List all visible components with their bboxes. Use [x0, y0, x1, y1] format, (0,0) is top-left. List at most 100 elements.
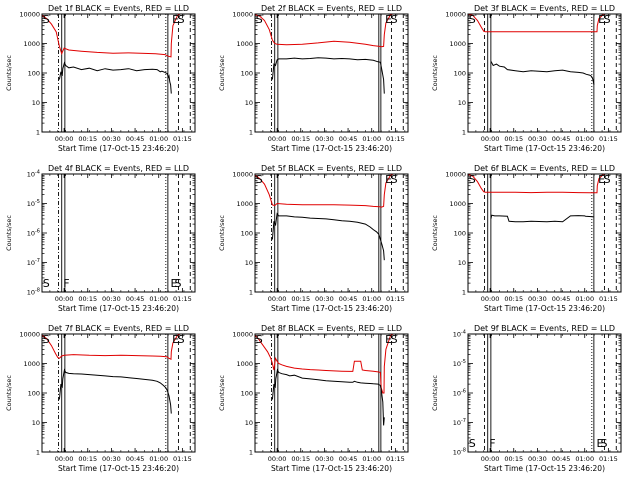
- y-tick-label: 10000: [232, 11, 253, 19]
- y-tick-label: 1000: [236, 360, 253, 368]
- plot-frame: [254, 173, 409, 293]
- x-tick-label: 00:45: [552, 295, 571, 303]
- x-axis-label: Start Time (17-Oct-15 23:46:20): [58, 464, 179, 473]
- event-marker-label: S: [43, 333, 50, 346]
- chart-title: Det 1f BLACK = Events, RED = LLD: [48, 4, 189, 13]
- x-tick-label: 00:00: [268, 295, 287, 303]
- x-tick-label: 01:15: [386, 295, 405, 303]
- x-tick-label: 01:00: [149, 295, 168, 303]
- y-tick-label: 10: [458, 99, 466, 107]
- y-tick-label: 10: [32, 99, 40, 107]
- y-axis-label: Counts/sec: [5, 375, 13, 411]
- event-marker-label: S: [43, 277, 50, 290]
- x-tick-label: 00:30: [528, 455, 547, 463]
- event-marker-label: S: [469, 13, 476, 26]
- chart-panel-9: Det 9f BLACK = Events, RED = LLD Counts/s…: [431, 324, 622, 473]
- x-axis-label: Start Time (17-Oct-15 23:46:20): [484, 144, 605, 153]
- x-tick-label: 01:00: [575, 455, 594, 463]
- x-tick-label: 00:00: [55, 455, 74, 463]
- series-line-lld: [468, 14, 607, 33]
- y-tick-label: 100: [241, 390, 253, 398]
- chart-panel-1: Det 1f BLACK = Events, RED = LLD Counts/s…: [5, 4, 196, 153]
- x-tick-label: 00:00: [481, 295, 500, 303]
- y-axis-label: Counts/sec: [5, 215, 13, 251]
- x-axis-label: Start Time (17-Oct-15 23:46:20): [484, 304, 605, 313]
- y-tick-label: 1000: [236, 40, 253, 48]
- event-marker-label: E: [598, 13, 605, 26]
- x-tick-label: 00:45: [126, 295, 145, 303]
- y-tick-label: 1000: [23, 40, 40, 48]
- event-marker-label: E: [597, 437, 604, 450]
- y-tick-label: 10000: [232, 331, 253, 339]
- x-axis-label: Start Time (17-Oct-15 23:46:20): [271, 304, 392, 313]
- chart-panel-6: Det 6f BLACK = Events, RED = LLD Counts/s…: [431, 164, 622, 313]
- y-axis-label: Counts/sec: [431, 215, 439, 251]
- y-tick-label: 100: [241, 230, 253, 238]
- series-line-events: [58, 61, 172, 94]
- series-line-events: [271, 368, 385, 426]
- x-tick-label: 00:30: [528, 295, 547, 303]
- event-marker-label: S: [256, 173, 263, 186]
- x-tick-label: 01:15: [173, 455, 192, 463]
- x-tick-label: 00:30: [315, 455, 334, 463]
- event-marker-label: S: [174, 277, 181, 290]
- y-axis-label: Counts/sec: [218, 215, 226, 251]
- y-tick-label: 10000: [445, 11, 466, 19]
- plot-frame: [467, 333, 622, 453]
- y-axis-label: Counts/sec: [5, 55, 13, 91]
- chart-panel-3: Det 3f BLACK = Events, RED = LLD Counts/s…: [431, 4, 622, 153]
- plot-frame: [254, 13, 409, 133]
- event-marker-label: S: [469, 173, 476, 186]
- x-tick-label: 01:15: [599, 295, 618, 303]
- chart-title: Det 2f BLACK = Events, RED = LLD: [261, 4, 402, 13]
- x-tick-label: 01:00: [149, 135, 168, 143]
- y-tick-label: 10-6: [27, 229, 40, 238]
- x-tick-label: 01:00: [575, 295, 594, 303]
- y-axis-label: Counts/sec: [218, 375, 226, 411]
- x-tick-label: 01:15: [599, 135, 618, 143]
- x-tick-label: 00:00: [55, 135, 74, 143]
- y-tick-label: 10-6: [453, 389, 466, 398]
- x-tick-label: 00:30: [528, 135, 547, 143]
- chart-panel-5: Det 5f BLACK = Events, RED = LLD Counts/s…: [218, 164, 409, 313]
- event-marker-label: E: [385, 13, 392, 26]
- y-tick-label: 100: [28, 390, 40, 398]
- y-tick-label: 10: [32, 419, 40, 427]
- x-tick-label: 00:45: [339, 295, 358, 303]
- y-tick-label: 10-8: [27, 288, 40, 297]
- event-marker-label: F: [63, 277, 69, 290]
- x-tick-label: 00:30: [315, 295, 334, 303]
- y-tick-label: 100: [454, 70, 466, 78]
- chart-panel-8: Det 8f BLACK = Events, RED = LLD Counts/s…: [218, 324, 409, 473]
- series-line-lld: [468, 174, 607, 194]
- event-marker-label: S: [178, 333, 185, 346]
- event-marker-label: S: [604, 13, 611, 26]
- x-axis-label: Start Time (17-Oct-15 23:46:20): [58, 304, 179, 313]
- plot-frame: [41, 333, 196, 453]
- x-tick-label: 00:15: [78, 455, 97, 463]
- y-tick-label: 10000: [445, 171, 466, 179]
- x-axis-label: Start Time (17-Oct-15 23:46:20): [271, 464, 392, 473]
- x-tick-label: 00:30: [102, 455, 121, 463]
- y-axis-label: Counts/sec: [431, 55, 439, 91]
- event-marker-label: S: [391, 333, 398, 346]
- event-marker-label: S: [469, 437, 476, 450]
- x-axis-label: Start Time (17-Oct-15 23:46:20): [58, 144, 179, 153]
- y-tick-label: 10: [458, 259, 466, 267]
- x-tick-label: 00:15: [504, 295, 523, 303]
- event-marker-label: S: [600, 437, 607, 450]
- y-tick-label: 10-5: [453, 359, 466, 368]
- chart-title: Det 4f BLACK = Events, RED = LLD: [48, 164, 189, 173]
- x-tick-label: 00:30: [102, 295, 121, 303]
- x-tick-label: 00:15: [291, 295, 310, 303]
- y-tick-label: 100: [28, 70, 40, 78]
- x-tick-label: 00:00: [55, 295, 74, 303]
- x-tick-label: 00:00: [481, 455, 500, 463]
- x-axis-label: Start Time (17-Oct-15 23:46:20): [484, 464, 605, 473]
- y-tick-label: 10000: [19, 331, 40, 339]
- y-tick-label: 1: [249, 289, 253, 297]
- event-marker-label: S: [178, 13, 185, 26]
- y-tick-label: 10-5: [27, 199, 40, 208]
- y-tick-label: 10-7: [27, 258, 40, 267]
- chart-title: Det 8f BLACK = Events, RED = LLD: [261, 324, 402, 333]
